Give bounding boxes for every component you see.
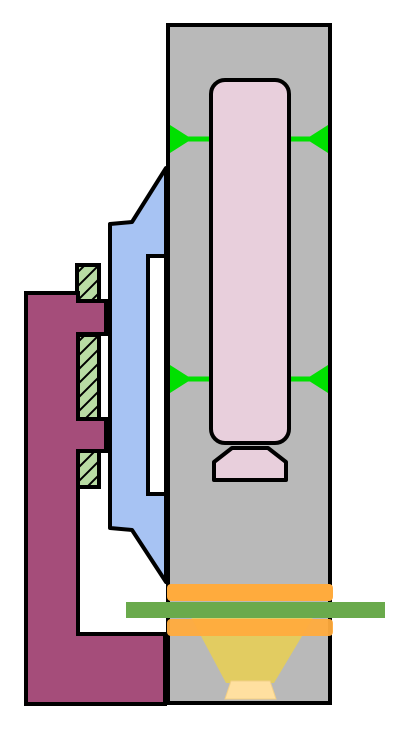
connector-arrow-upper-left (170, 125, 192, 153)
green-bar (126, 602, 385, 618)
white-slot (146, 254, 168, 496)
connector-arrow-lower-right (306, 365, 328, 393)
hatched-insert-top (75, 263, 101, 303)
lamp-source (224, 680, 277, 700)
orange-band-bottom (167, 619, 333, 636)
hatched-insert-bottom (75, 449, 101, 489)
hatched-insert-middle (75, 333, 101, 421)
orange-band-top (167, 584, 333, 601)
connector-group (170, 125, 328, 393)
connector-arrow-upper-right (306, 125, 328, 153)
purple-bracket (24, 291, 167, 706)
connector-arrow-lower-left (170, 365, 192, 393)
pink-component-base (212, 446, 288, 482)
pink-component-body (209, 78, 291, 445)
